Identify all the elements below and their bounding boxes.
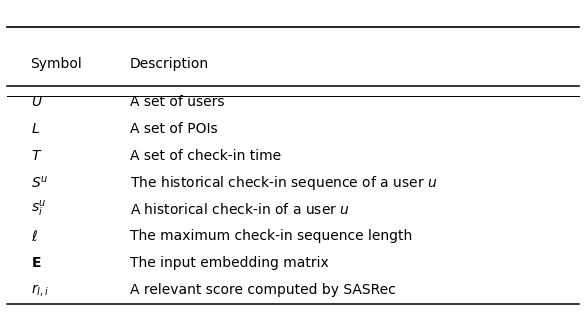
Text: A historical check-in of a user $u$: A historical check-in of a user $u$: [130, 202, 350, 217]
Text: A set of POIs: A set of POIs: [130, 122, 217, 136]
Text: $S^u$: $S^u$: [30, 175, 48, 191]
Text: Symbol: Symbol: [30, 58, 82, 72]
Text: $s_i^u$: $s_i^u$: [30, 199, 46, 219]
Text: $\ell$: $\ell$: [30, 229, 38, 244]
Text: Description: Description: [130, 58, 209, 72]
Text: The maximum check-in sequence length: The maximum check-in sequence length: [130, 229, 412, 243]
Text: $r_{l,i}$: $r_{l,i}$: [30, 282, 49, 298]
Text: $L$: $L$: [30, 122, 39, 136]
Text: The historical check-in sequence of a user $u$: The historical check-in sequence of a us…: [130, 174, 437, 192]
Text: $\mathbf{E}$: $\mathbf{E}$: [30, 256, 41, 270]
Text: The input embedding matrix: The input embedding matrix: [130, 256, 328, 270]
Text: A set of check-in time: A set of check-in time: [130, 149, 281, 163]
Text: A relevant score computed by SASRec: A relevant score computed by SASRec: [130, 283, 396, 297]
Text: A set of users: A set of users: [130, 95, 224, 109]
Text: $T$: $T$: [30, 149, 42, 163]
Text: $U$: $U$: [30, 95, 42, 109]
